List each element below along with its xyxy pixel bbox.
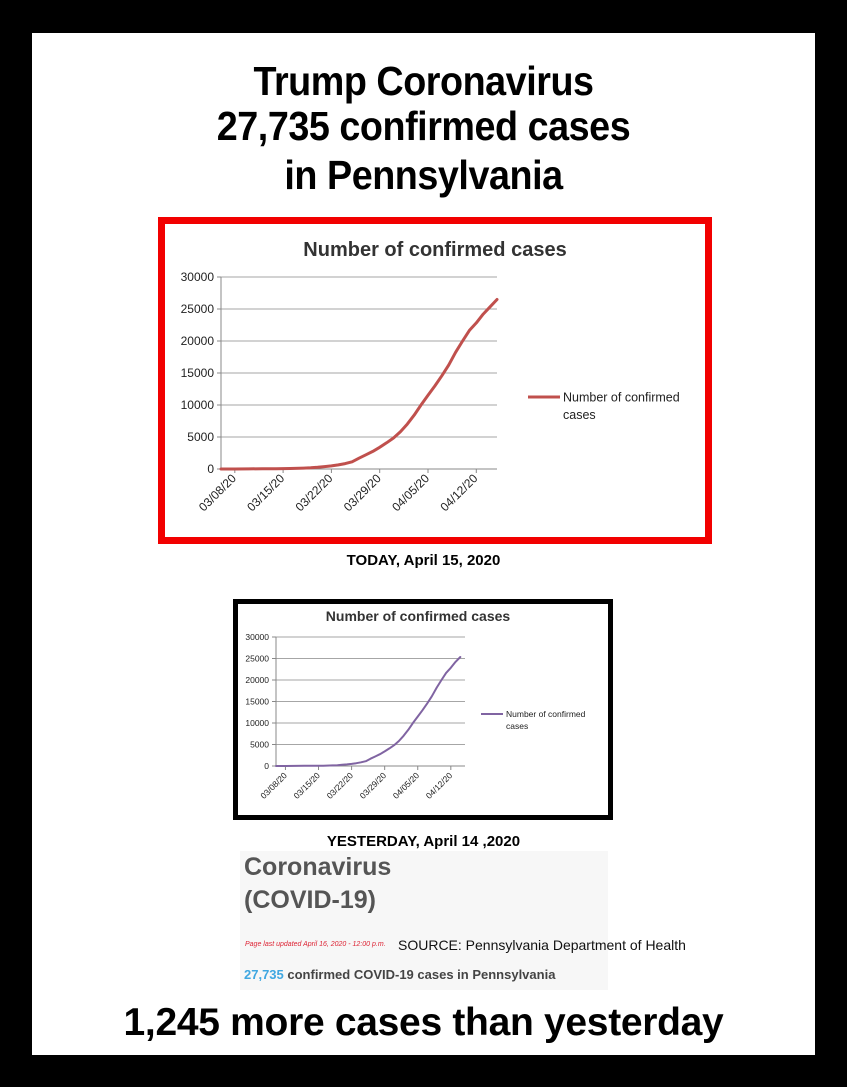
- source-title-line-2: (COVID-19): [244, 886, 376, 914]
- x-tick-label: 04/12/20: [424, 770, 455, 801]
- source-cases-number: 27,735: [244, 967, 284, 982]
- y-tick-label: 10000: [245, 718, 269, 728]
- series-line: [219, 298, 499, 471]
- headline-line-3: in Pennsylvania: [284, 152, 563, 198]
- x-tick-label: 04/05/20: [391, 770, 422, 801]
- x-tick-label: 03/29/20: [341, 471, 384, 514]
- x-tick-label: 03/08/20: [258, 770, 289, 801]
- headline-line-1: Trump Coronavirus: [253, 58, 594, 104]
- legend-label-cont: cases: [506, 721, 528, 731]
- x-tick-label: 03/15/20: [244, 471, 287, 514]
- y-tick-label: 0: [207, 462, 214, 476]
- today-chart-frame: Number of confirmed cases 0 5000 10000 15000…: [158, 217, 712, 544]
- y-tick-label: 30000: [245, 632, 269, 642]
- series-line: [275, 656, 462, 767]
- y-tick-label: 25000: [181, 302, 215, 316]
- y-tick-label: 5000: [187, 430, 214, 444]
- chart-title: Number of confirmed cases: [303, 239, 566, 261]
- yesterday-chart-frame: Number of confirmed cases 0 5000 10000 15000…: [233, 599, 613, 820]
- x-tick-label: 03/22/20: [325, 770, 356, 801]
- y-tick-label: 0: [264, 761, 269, 771]
- yesterday-chart: Number of confirmed cases 0 5000 10000 15000…: [245, 608, 586, 801]
- legend-label-cont: cases: [563, 408, 596, 422]
- y-tick-label: 10000: [181, 398, 215, 412]
- source-cases-text: confirmed COVID-19 cases in Pennsylvania: [283, 967, 556, 982]
- today-chart: Number of confirmed cases 0 5000 10000 15000…: [181, 239, 680, 514]
- today-caption: TODAY, April 15, 2020: [346, 552, 501, 569]
- x-tick-label: 03/29/20: [358, 770, 389, 801]
- page-updated-note: Page last updated April 16, 2020 - 12:00…: [245, 941, 386, 948]
- yesterday-caption: YESTERDAY, April 14 ,2020: [326, 833, 521, 850]
- y-tick-label: 20000: [245, 675, 269, 685]
- source-panel: Coronavirus (COVID-19) Page last updated…: [240, 851, 686, 990]
- x-tick-label: 03/08/20: [196, 471, 239, 514]
- y-tick-label: 15000: [181, 366, 215, 380]
- x-tick-label: 04/12/20: [437, 471, 480, 514]
- x-tick-label: 03/15/20: [291, 770, 322, 801]
- headline-line-2: 27,735 confirmed cases: [216, 103, 631, 149]
- poster: Trump Coronavirus 27,735 confirmed cases…: [32, 33, 815, 1055]
- x-tick-label: 04/05/20: [389, 471, 432, 514]
- source-title-line-1: Coronavirus: [244, 853, 392, 881]
- chart-title: Number of confirmed cases: [326, 608, 511, 624]
- source-cases-line: 27,735 confirmed COVID-19 cases in Penns…: [244, 967, 555, 982]
- y-tick-label: 20000: [181, 334, 215, 348]
- legend-label: Number of confirmed: [563, 390, 680, 404]
- y-tick-label: 15000: [245, 696, 269, 706]
- source-credit: SOURCE: Pennsylvania Department of Healt…: [398, 937, 686, 953]
- y-tick-label: 5000: [250, 739, 269, 749]
- legend-label: Number of confirmed: [506, 709, 586, 719]
- x-tick-label: 03/22/20: [293, 471, 336, 514]
- y-tick-label: 25000: [245, 653, 269, 663]
- y-tick-label: 30000: [181, 270, 215, 284]
- bottom-headline: 1,245 more cases than yesterday: [123, 1001, 724, 1044]
